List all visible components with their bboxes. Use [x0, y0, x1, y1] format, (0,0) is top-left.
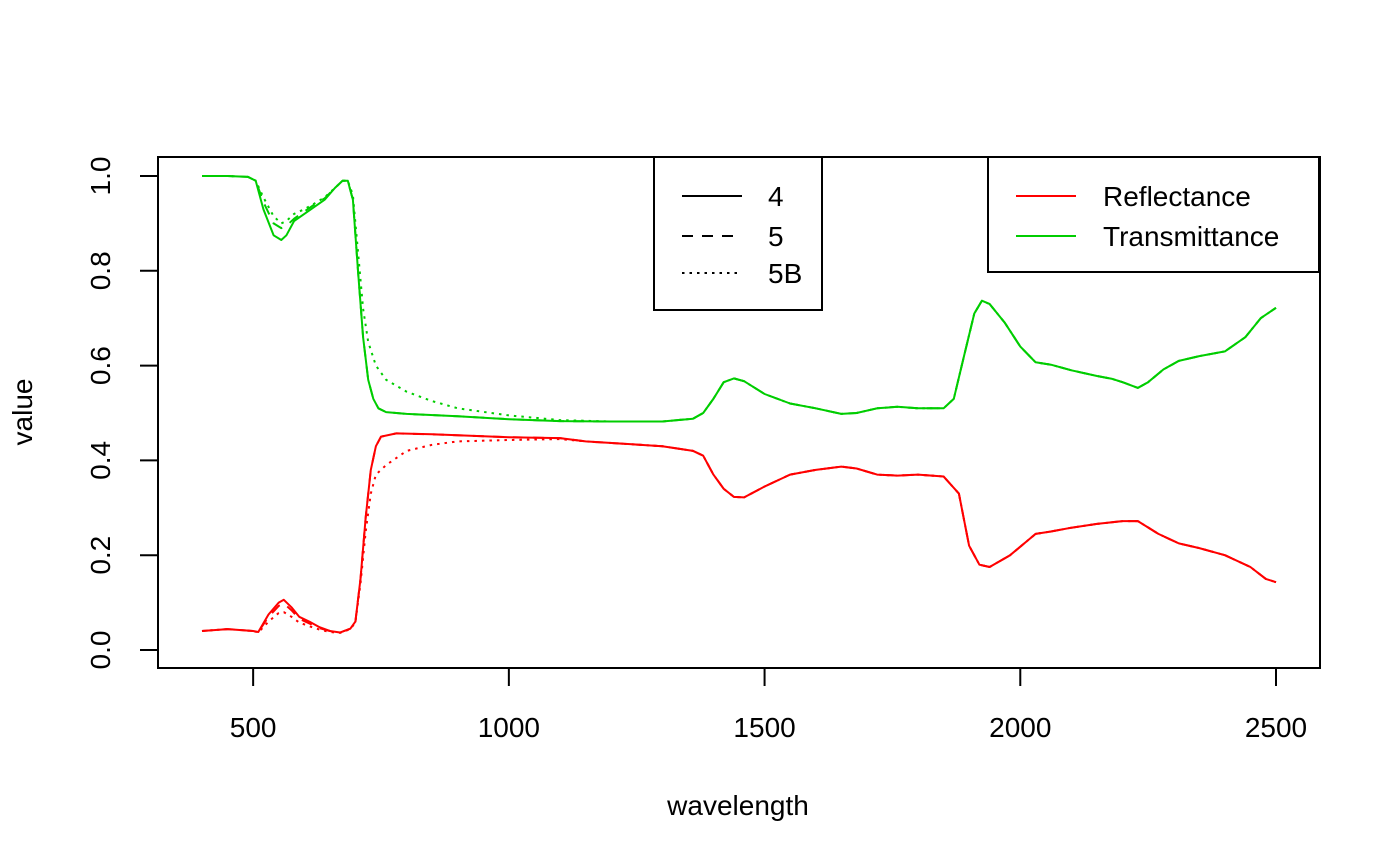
series-reflectance-4-line: [201, 432, 1277, 634]
x-tick-label: 1000: [478, 712, 540, 743]
series-reflectance-5b-line: [201, 438, 1277, 634]
legend-label-reflectance: Reflectance: [1103, 181, 1251, 212]
y-tick-label: 0.0: [85, 631, 116, 670]
legend-color-box: [987, 156, 1320, 273]
y-tick-label: 0.4: [85, 441, 116, 480]
legend-linetype-box: [653, 156, 823, 311]
legend-linetype: 4 5 5B: [653, 156, 823, 311]
x-tick-label: 2000: [989, 712, 1051, 743]
series-reflectance-5-line: [201, 432, 1277, 634]
legend-color: Reflectance Transmittance: [987, 156, 1320, 273]
x-tick-label: 1500: [733, 712, 795, 743]
series-layer: [201, 175, 1277, 634]
y-axis: 0.0 0.2 0.4 0.6 0.8 1.0: [85, 157, 159, 670]
y-tick-label: 0.2: [85, 536, 116, 575]
x-tick-label: 500: [230, 712, 277, 743]
x-axis-title: wavelength: [666, 790, 809, 821]
y-tick-label: 0.8: [85, 251, 116, 290]
y-axis-title: value: [7, 379, 38, 446]
x-axis: 500 1000 1500 2000 2500: [230, 667, 1307, 743]
legend-label-transmittance: Transmittance: [1103, 221, 1279, 252]
series-transmittance-5-line: [202, 175, 1277, 423]
legend-label-4: 4: [768, 181, 784, 212]
series-transmittance-5b-line: [202, 175, 1277, 423]
x-tick-label: 2500: [1245, 712, 1307, 743]
y-tick-label: 0.6: [85, 346, 116, 385]
y-tick-label: 1.0: [85, 157, 116, 196]
legend-label-5b: 5B: [768, 258, 802, 289]
legend-label-5: 5: [768, 221, 784, 252]
